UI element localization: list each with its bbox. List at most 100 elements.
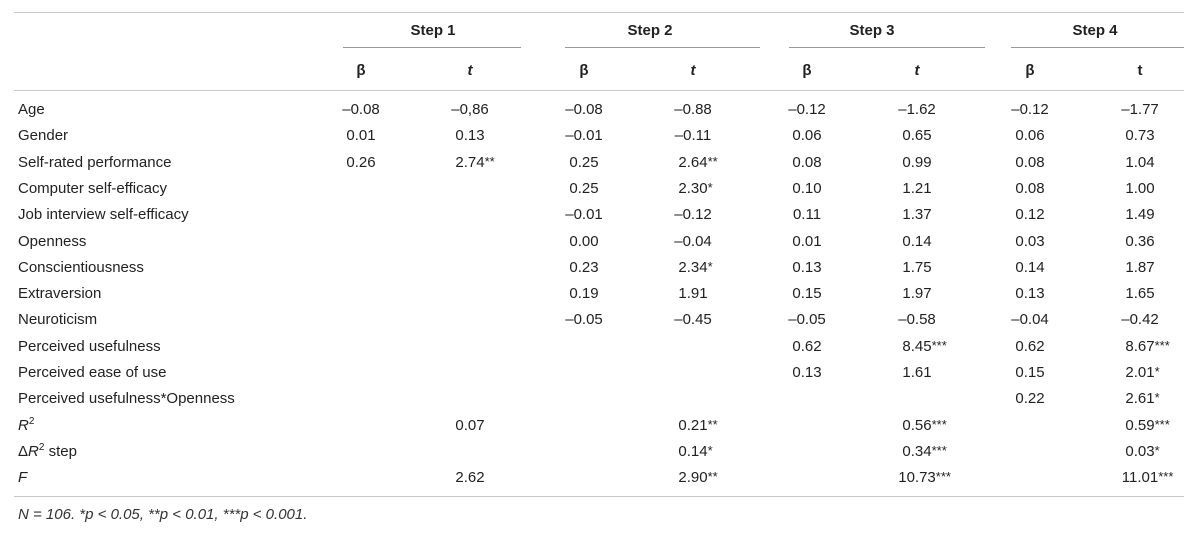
row-label: Conscientiousness bbox=[18, 258, 144, 276]
cell-r0-c5: –0.12 bbox=[788, 101, 826, 119]
step-rule-3 bbox=[789, 47, 985, 48]
cell-r3-c7: 0.08 bbox=[1015, 180, 1044, 198]
column-header-6: t bbox=[914, 62, 920, 79]
cell-value: 1.49 bbox=[1125, 206, 1155, 224]
cell-r1-c6: 0.65 bbox=[902, 127, 931, 145]
cell-r13-c8: 0.03 * bbox=[1125, 443, 1159, 461]
cell-value: 0.01 bbox=[346, 127, 376, 145]
cell-value: 0.14 * bbox=[678, 442, 713, 460]
significance-stars: * bbox=[707, 442, 713, 458]
cell-value: –0.08 bbox=[342, 101, 380, 118]
cell-r9-c7: 0.62 bbox=[1015, 338, 1044, 356]
cell-value: 0.99 bbox=[902, 153, 932, 171]
cell-r6-c8: 1.87 bbox=[1125, 259, 1154, 277]
row-label: Job interview self-efficacy bbox=[18, 206, 189, 224]
cell-r2-c6: 0.99 bbox=[902, 154, 931, 172]
cell-value: 0.00 bbox=[569, 232, 599, 250]
significance-stars: ** bbox=[484, 153, 495, 169]
cell-value: –0.88 bbox=[674, 101, 712, 118]
cell-value: 8.45 *** bbox=[902, 337, 947, 355]
cell-r1-c3: –0.01 bbox=[565, 127, 603, 145]
cell-value: 2.34 * bbox=[678, 258, 713, 276]
column-header-7: β bbox=[1025, 62, 1035, 79]
row-label: Perceived usefulness*Openness bbox=[18, 390, 235, 408]
row-label: Perceived usefulness bbox=[18, 337, 161, 355]
significance-stars: *** bbox=[1154, 416, 1170, 432]
significance-stars: * bbox=[707, 258, 713, 274]
significance-stars: * bbox=[1154, 364, 1160, 379]
cell-value: 0.26 bbox=[346, 153, 376, 171]
cell-r8-c7: –0.04 bbox=[1011, 311, 1049, 329]
cell-value: 2.62 bbox=[455, 469, 485, 487]
significance-stars: *** bbox=[935, 469, 951, 485]
cell-value: 0.34 *** bbox=[902, 442, 947, 460]
cell-value: 0.08 bbox=[1015, 179, 1045, 197]
cell-r8-c6: –0.58 bbox=[898, 311, 936, 329]
cell-r12-c2: 0.07 bbox=[455, 417, 484, 435]
header-rule bbox=[14, 90, 1184, 91]
cell-value: 2.64 ** bbox=[678, 153, 718, 171]
cell-r14-c4: 2.90 ** bbox=[678, 469, 717, 487]
cell-r9-c6: 8.45 *** bbox=[902, 337, 947, 356]
cell-value: 0.01 bbox=[792, 232, 822, 250]
cell-value: 0.73 bbox=[1125, 127, 1155, 145]
cell-r0-c3: –0.08 bbox=[565, 101, 603, 119]
cell-value: 0.13 bbox=[792, 364, 822, 381]
cell-r9-c8: 8.67 *** bbox=[1125, 338, 1169, 356]
cell-value: 11.01 *** bbox=[1121, 469, 1174, 487]
cell-r8-c3: –0.05 bbox=[565, 311, 603, 329]
cell-r1-c4: –0.11 bbox=[675, 127, 711, 145]
cell-r0-c7: –0.12 bbox=[1011, 101, 1049, 119]
cell-value: 10.73 *** bbox=[898, 469, 951, 487]
stat-row-label: ΔR2 step bbox=[18, 442, 77, 461]
cell-r13-c4: 0.14 * bbox=[678, 442, 713, 461]
cell-r4-c8: 1.49 bbox=[1125, 206, 1154, 224]
cell-value: 0.25 bbox=[569, 153, 599, 171]
cell-r5-c3: 0.00 bbox=[569, 233, 598, 251]
row-label: Age bbox=[18, 101, 45, 118]
top-rule bbox=[14, 12, 1184, 13]
cell-value: 1.04 bbox=[1125, 153, 1155, 171]
cell-r4-c3: –0.01 bbox=[565, 206, 603, 224]
label-base: F bbox=[18, 469, 28, 487]
step-header-3: Step 3 bbox=[849, 22, 895, 39]
cell-value: 0.08 bbox=[792, 153, 822, 171]
cell-value: 1.91 bbox=[678, 285, 708, 303]
cell-r6-c4: 2.34 * bbox=[678, 258, 713, 277]
cell-value: 0.59 *** bbox=[1125, 416, 1170, 434]
cell-r1-c5: 0.06 bbox=[792, 127, 821, 145]
cell-value: 0.13 bbox=[455, 127, 485, 145]
cell-value: 1.97 bbox=[902, 285, 932, 303]
cell-r4-c7: 0.12 bbox=[1015, 206, 1044, 224]
bottom-rule bbox=[14, 496, 1184, 497]
cell-value: 2.61 * bbox=[1125, 390, 1160, 408]
column-header-1: β bbox=[356, 62, 366, 79]
cell-value: 0.65 bbox=[902, 127, 932, 145]
cell-r1-c2: 0.13 bbox=[455, 127, 484, 145]
cell-value: 2.30 * bbox=[678, 179, 713, 197]
label-base: R bbox=[28, 442, 39, 460]
cell-r14-c6: 10.73 *** bbox=[898, 469, 951, 487]
significance-stars: ** bbox=[707, 153, 718, 169]
significance-stars: *** bbox=[1158, 469, 1174, 485]
cell-value: 0.07 bbox=[455, 416, 485, 434]
cell-value: –0.12 bbox=[788, 101, 826, 118]
cell-value: –0.04 bbox=[1011, 311, 1049, 329]
column-header-4: t bbox=[690, 62, 696, 79]
column-header-5: β bbox=[802, 62, 812, 79]
step-header-1: Step 1 bbox=[410, 22, 456, 39]
significance-stars: *** bbox=[1154, 337, 1170, 353]
column-header-8: t bbox=[1137, 62, 1143, 79]
cell-value: 0.11 bbox=[792, 206, 822, 224]
cell-r14-c8: 11.01 *** bbox=[1121, 469, 1174, 487]
cell-value: –0.12 bbox=[674, 206, 712, 224]
cell-r12-c8: 0.59 *** bbox=[1125, 416, 1170, 435]
cell-value: –1.62 bbox=[898, 101, 936, 118]
cell-value: 0.25 bbox=[569, 179, 599, 197]
cell-r7-c5: 0.15 bbox=[792, 285, 821, 303]
cell-r8-c5: –0.05 bbox=[788, 311, 826, 329]
row-label: Self-rated performance bbox=[18, 153, 172, 171]
cell-value: 0.15 bbox=[1015, 364, 1045, 381]
significance-stars: *** bbox=[931, 442, 947, 458]
